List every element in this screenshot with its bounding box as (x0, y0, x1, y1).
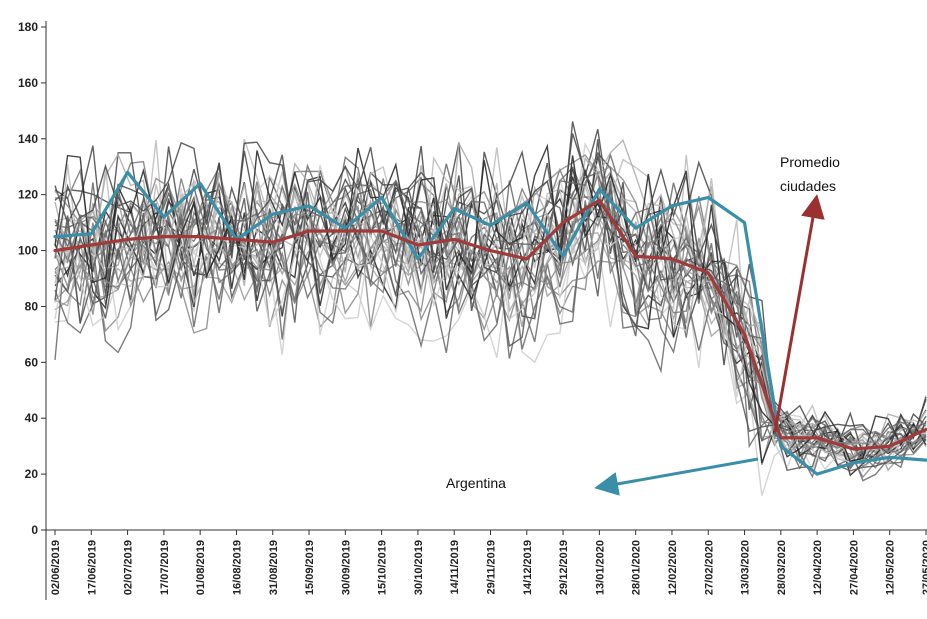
x-tick-label: 02/06/2019 (50, 540, 62, 595)
y-tick-label: 180 (18, 20, 38, 34)
x-tick-label: 12/05/2020 (885, 540, 897, 595)
x-tick-label: 13/03/2020 (740, 540, 752, 595)
x-tick-label: 14/12/2019 (522, 540, 534, 595)
x-tick-label: 27/04/2020 (848, 540, 860, 595)
x-tick-label: 28/03/2020 (776, 540, 788, 595)
annotation-arrow (773, 194, 825, 433)
x-tick-label: 30/10/2019 (413, 540, 425, 595)
city-line (54, 133, 927, 454)
x-tick-label: 15/09/2019 (304, 540, 316, 595)
x-tick-label: 13/01/2020 (594, 540, 606, 595)
annotation-label: Argentina (446, 475, 506, 491)
y-tick-label: 160 (18, 76, 38, 90)
city-line (54, 139, 927, 458)
x-tick-label: 16/08/2019 (231, 540, 243, 595)
axes: 0 20 40 60 80 100 120 140 160 180 02/06/2019 17/06/… (18, 20, 927, 600)
y-tick-label: 100 (18, 244, 38, 258)
x-tick-label: 15/10/2019 (377, 540, 389, 595)
x-tick-label: 29/12/2019 (558, 540, 570, 595)
annotation-label: ciudades (780, 178, 836, 194)
x-tick-label: 01/08/2019 (195, 540, 207, 595)
city-line (54, 152, 927, 445)
y-tick-label: 80 (25, 299, 39, 313)
annotation-label: Promedio (780, 154, 840, 170)
x-tick-label: 17/06/2019 (86, 540, 98, 595)
x-tick-label: 30/09/2019 (340, 540, 352, 595)
x-tick-label: 29/11/2019 (486, 540, 498, 594)
x-tick-label: 27/05/2020 (921, 540, 927, 595)
y-tick-label: 140 (18, 132, 38, 146)
annotation-arrow (594, 457, 759, 496)
city-line (54, 172, 927, 464)
x-tick-label: 14/11/2019 (449, 540, 461, 594)
x-tick-label: 17/07/2019 (159, 540, 171, 595)
y-tick-label: 40 (25, 411, 39, 425)
x-tick-label: 28/01/2020 (631, 540, 643, 595)
y-tick-label: 60 (25, 355, 39, 369)
x-tick-label: 27/02/2020 (703, 540, 715, 595)
series-layer (53, 170, 927, 476)
city-line (54, 207, 927, 471)
city-line (54, 195, 927, 468)
x-tick-label: 02/07/2019 (123, 540, 135, 595)
annotations: Promedio ciudades Argentina (446, 154, 840, 496)
y-tick-label: 0 (31, 523, 38, 537)
y-tick-label: 20 (25, 467, 39, 481)
y-tick-label: 120 (18, 188, 38, 202)
x-tick-label: 12/02/2020 (667, 540, 679, 595)
x-tick-label: 12/04/2020 (812, 540, 824, 595)
x-tick-label: 31/08/2019 (268, 540, 280, 595)
